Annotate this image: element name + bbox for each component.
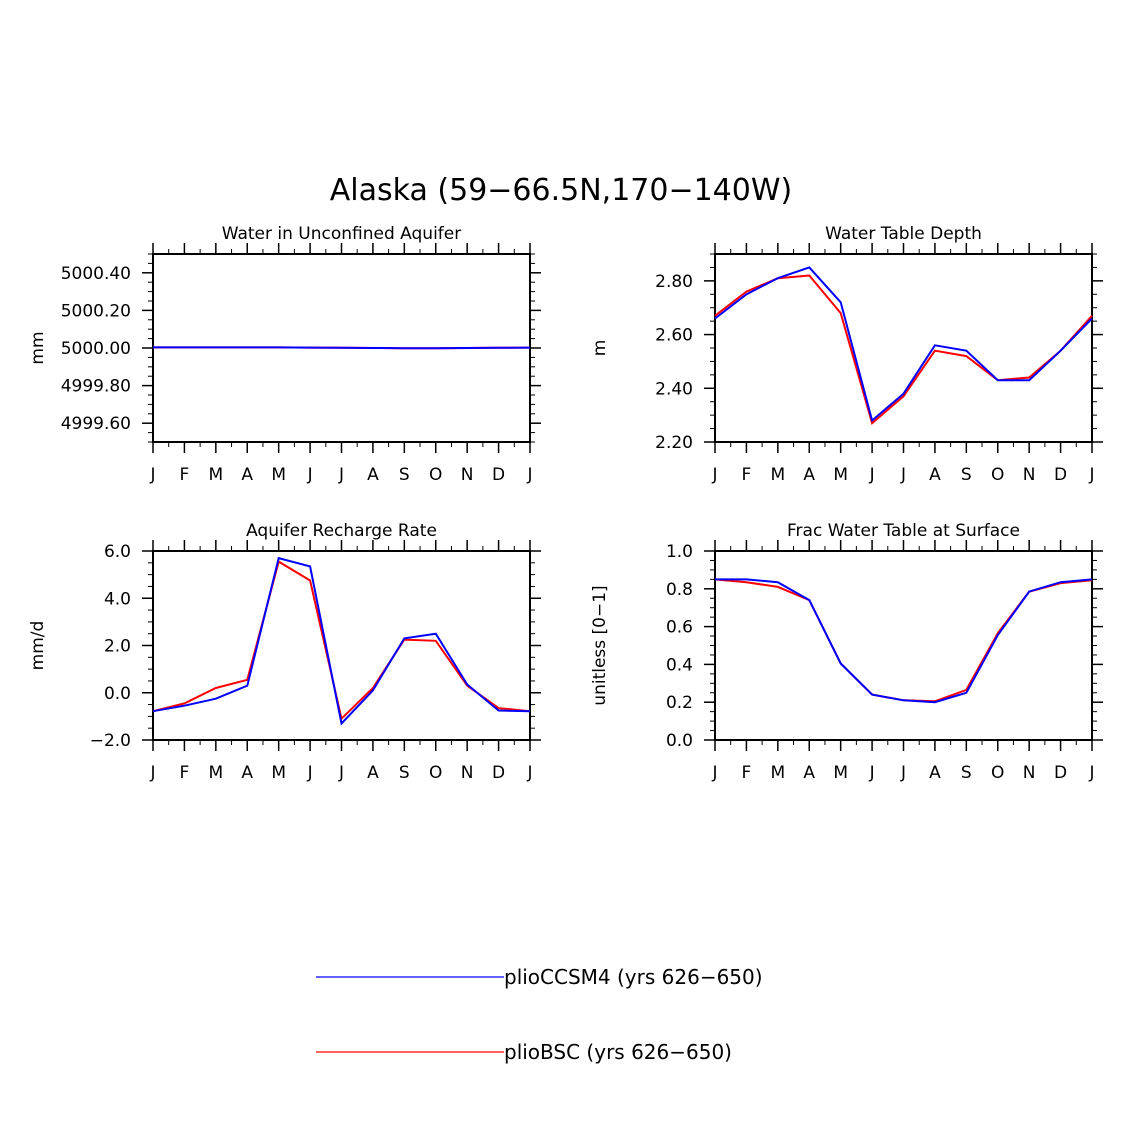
y-tick-label: 2.20 — [655, 433, 693, 453]
panel-title: Water Table Depth — [825, 224, 982, 244]
x-tick-label: O — [429, 465, 442, 485]
series-line-plioCCSM4 — [715, 578, 1093, 704]
series-line-plioCCSM4 — [153, 346, 531, 350]
x-tick-label: M — [208, 763, 223, 783]
y-tick-label: 2.40 — [655, 379, 693, 399]
y-tick-label: 0.4 — [666, 655, 693, 675]
y-tick-label: 1.0 — [666, 542, 693, 562]
y-axis-label: m — [590, 340, 610, 357]
x-tick-label: J — [338, 465, 344, 485]
x-tick-label: A — [803, 465, 815, 485]
y-axis-label: unitless [0−1] — [590, 585, 610, 705]
x-tick-label: O — [991, 763, 1004, 783]
x-tick-label: D — [1054, 465, 1067, 485]
y-tick-label: 0.0 — [104, 684, 131, 704]
series-line-plioBSC — [152, 560, 531, 721]
x-tick-label: M — [833, 465, 848, 485]
x-tick-label: M — [271, 763, 286, 783]
panel-title: Aquifer Recharge Rate — [246, 521, 437, 541]
x-tick-label: J — [1088, 465, 1094, 485]
y-tick-label: 5000.20 — [61, 301, 131, 321]
y-tick-label: 5000.00 — [61, 339, 131, 359]
x-tick-label: D — [1054, 763, 1067, 783]
x-tick-label: D — [492, 763, 505, 783]
x-tick-label: M — [770, 465, 785, 485]
y-tick-label: 5000.40 — [61, 264, 131, 284]
panel-title: Water in Unconfined Aquifer — [222, 224, 462, 244]
x-tick-label: A — [367, 465, 379, 485]
y-axis-label: mm/d — [28, 621, 48, 671]
x-tick-label: J — [526, 763, 532, 783]
x-tick-label: F — [742, 465, 752, 485]
y-tick-label: 0.8 — [666, 580, 693, 600]
x-tick-label: S — [399, 763, 410, 783]
legend-label-plioCCSM4: plioCCSM4 (yrs 626−650) — [504, 965, 763, 989]
x-tick-label: O — [991, 465, 1004, 485]
y-tick-label: 2.0 — [104, 637, 131, 657]
x-tick-label: J — [869, 763, 875, 783]
x-tick-label: A — [929, 465, 941, 485]
y-tick-label: 0.0 — [666, 731, 693, 751]
panel-title: Frac Water Table at Surface — [787, 521, 1020, 541]
y-tick-label: 4.0 — [104, 589, 131, 609]
series-line-plioBSC — [714, 578, 1093, 703]
y-axis-label: mm — [28, 331, 48, 364]
x-tick-label: J — [307, 763, 313, 783]
x-tick-label: N — [1023, 763, 1036, 783]
x-tick-label: S — [961, 763, 972, 783]
series-line-plioBSC — [714, 274, 1093, 425]
x-tick-label: J — [338, 763, 344, 783]
x-tick-label: F — [180, 763, 190, 783]
x-tick-label: A — [241, 763, 253, 783]
x-tick-label: N — [461, 465, 474, 485]
x-tick-label: A — [929, 763, 941, 783]
x-tick-label: J — [307, 465, 313, 485]
x-tick-label: J — [149, 465, 155, 485]
y-tick-label: 0.6 — [666, 618, 693, 638]
x-tick-label: M — [833, 763, 848, 783]
y-tick-label: 0.2 — [666, 693, 693, 713]
legend-label-plioBSC: plioBSC (yrs 626−650) — [504, 1040, 732, 1064]
y-tick-label: 4999.60 — [61, 414, 131, 434]
x-tick-label: A — [241, 465, 253, 485]
x-tick-label: J — [900, 763, 906, 783]
y-tick-label: 2.60 — [655, 326, 693, 346]
x-tick-label: M — [208, 465, 223, 485]
series-line-plioCCSM4 — [714, 266, 1093, 423]
x-tick-label: J — [711, 465, 717, 485]
series-line-plioCCSM4 — [152, 556, 531, 726]
y-tick-label: 6.0 — [104, 542, 131, 562]
x-tick-label: J — [900, 465, 906, 485]
y-tick-label: 4999.80 — [61, 377, 131, 397]
x-tick-label: O — [429, 763, 442, 783]
x-tick-label: S — [399, 465, 410, 485]
x-tick-label: N — [1023, 465, 1036, 485]
x-tick-label: S — [961, 465, 972, 485]
x-tick-label: J — [869, 465, 875, 485]
legend: plioCCSM4 (yrs 626−650) plioBSC (yrs 626… — [316, 965, 763, 1064]
figure-title: Alaska (59−66.5N,170−140W) — [330, 173, 792, 208]
y-tick-label: 2.80 — [655, 272, 693, 292]
y-tick-label: −2.0 — [90, 731, 131, 751]
plot-frame — [714, 550, 1093, 741]
x-tick-label: D — [492, 465, 505, 485]
x-tick-label: M — [770, 763, 785, 783]
x-tick-label: F — [180, 465, 190, 485]
x-tick-label: J — [149, 763, 155, 783]
x-tick-label: A — [367, 763, 379, 783]
x-tick-label: J — [1088, 763, 1094, 783]
x-tick-label: M — [271, 465, 286, 485]
x-tick-label: J — [711, 763, 717, 783]
x-tick-label: F — [742, 763, 752, 783]
x-tick-label: N — [461, 763, 474, 783]
x-tick-label: J — [526, 465, 532, 485]
plot-frame — [152, 550, 531, 741]
x-tick-label: A — [803, 763, 815, 783]
